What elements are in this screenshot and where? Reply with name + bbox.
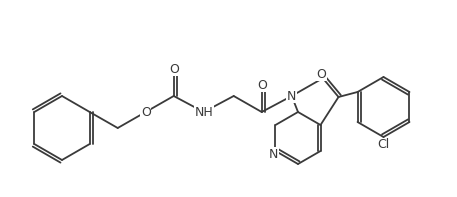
Text: O: O xyxy=(169,62,179,75)
Text: O: O xyxy=(257,78,266,91)
Text: N: N xyxy=(269,148,278,161)
Text: Cl: Cl xyxy=(377,138,390,151)
Text: O: O xyxy=(141,106,151,119)
Text: O: O xyxy=(317,68,326,81)
Text: NH: NH xyxy=(194,106,213,119)
Text: N: N xyxy=(287,89,297,102)
